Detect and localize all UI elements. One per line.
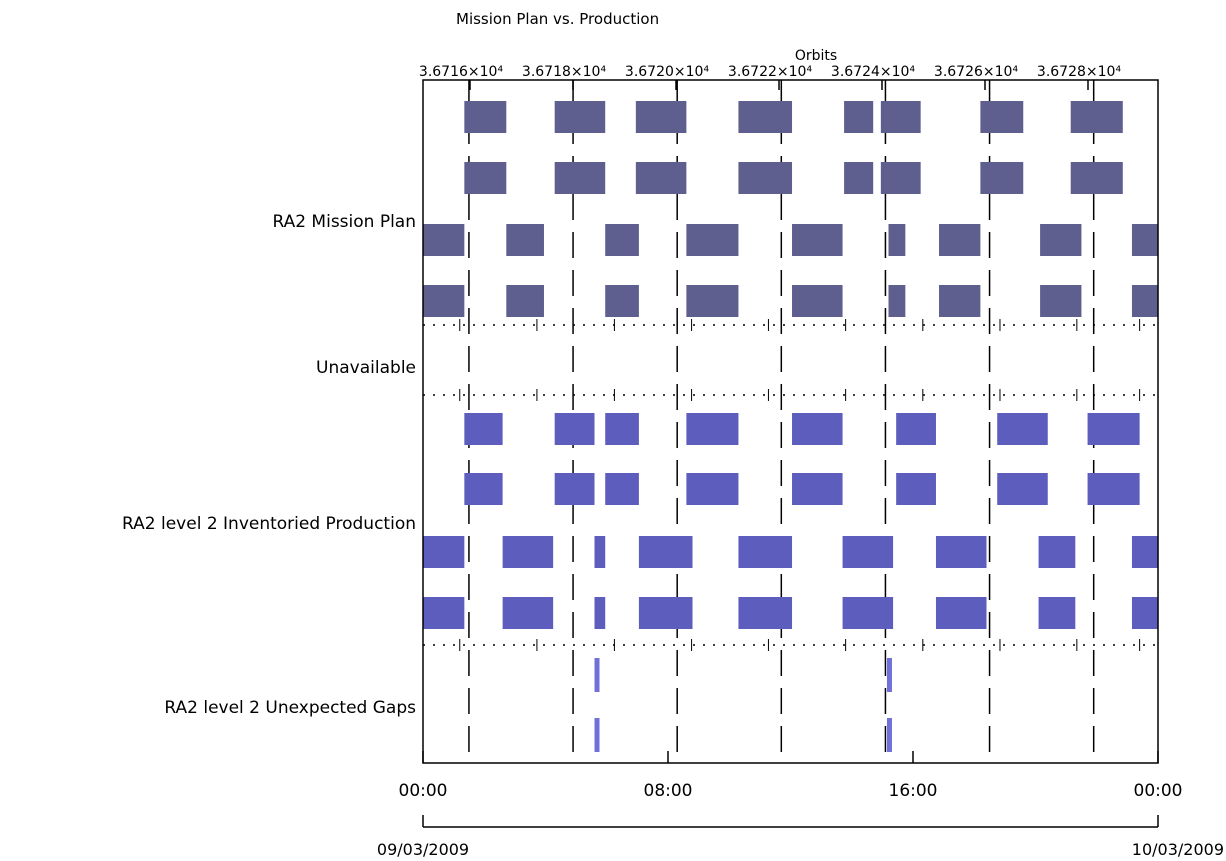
- timeline-bar: [1131, 536, 1158, 568]
- timeline-bar: [792, 413, 843, 445]
- end-date-label: 10/03/2009: [1132, 840, 1224, 859]
- timeline-bar: [594, 536, 606, 568]
- top-axis-tick-label: 3.6726×10⁴: [934, 64, 1019, 80]
- timeline-bar: [997, 473, 1048, 505]
- date-axis: 09/03/2009 10/03/2009: [377, 815, 1224, 859]
- timeline-bar: [464, 162, 507, 194]
- top-axis-tick-label: 3.6716×10⁴: [419, 64, 504, 80]
- timeline-bar: [888, 224, 906, 256]
- timeline-bar: [886, 718, 892, 752]
- category-label: RA2 level 2 Unexpected Gaps: [164, 698, 416, 718]
- timeline-bar: [939, 224, 981, 256]
- timeline-bar: [939, 285, 981, 317]
- category-label: RA2 Mission Plan: [272, 212, 416, 232]
- timeline-bar: [502, 536, 554, 568]
- timeline-bar: [635, 101, 687, 133]
- top-axis-tick-label: 3.6724×10⁴: [831, 64, 916, 80]
- timeline-bar: [896, 413, 936, 445]
- timeline-bar: [464, 413, 503, 445]
- timeline-bar: [506, 224, 544, 256]
- timeline-bar: [1040, 285, 1082, 317]
- timeline-bar: [738, 597, 793, 629]
- top-axis-tick-label: 3.6720×10⁴: [625, 64, 710, 80]
- top-axis-tick-label: 3.6718×10⁴: [522, 64, 607, 80]
- timeline-bar: [1087, 473, 1140, 505]
- timeline-bar: [554, 101, 606, 133]
- timeline-bar: [554, 413, 595, 445]
- timeline-bar: [880, 162, 921, 194]
- minor-tick-marks: [459, 319, 1141, 651]
- timeline-bar: [935, 597, 987, 629]
- start-date-label: 09/03/2009: [377, 840, 469, 859]
- timeline-bar: [1070, 162, 1123, 194]
- timeline-bar: [880, 101, 921, 133]
- x-axis-tick-label: 00:00: [399, 781, 448, 801]
- timeline-bar: [792, 473, 843, 505]
- top-axis-ticks: 3.6716×10⁴ 3.6718×10⁴ 3.6720×10⁴ 3.6722×10⁴…: [419, 64, 1122, 90]
- timeline-bar: [554, 473, 595, 505]
- category-label: RA2 level 2 Inventoried Production: [122, 514, 416, 534]
- timeline-bar: [1038, 597, 1076, 629]
- chart-title: Mission Plan vs. Production: [456, 10, 659, 28]
- timeline-bar: [605, 224, 639, 256]
- timeline-bar: [935, 536, 987, 568]
- x-axis-ticks: 00:00 08:00 16:00 00:00: [399, 751, 1183, 801]
- x-axis-tick-label: 08:00: [644, 781, 693, 801]
- timeline-bar: [1038, 536, 1076, 568]
- timeline-bar: [635, 162, 687, 194]
- timeline-bar: [1070, 101, 1123, 133]
- timeline-bar: [844, 162, 874, 194]
- timeline-bar: [464, 473, 503, 505]
- timeline-bars: [423, 101, 1158, 752]
- timeline-bar: [738, 101, 793, 133]
- timeline-bar: [605, 413, 639, 445]
- timeline-bar: [686, 224, 739, 256]
- timeline-bar: [896, 473, 936, 505]
- timeline-bar: [1131, 285, 1158, 317]
- timeline-bar: [738, 536, 793, 568]
- timeline-bar: [997, 413, 1048, 445]
- timeline-bar: [686, 285, 739, 317]
- timeline-bar: [594, 658, 600, 692]
- plot-frame: [422, 79, 1159, 764]
- category-label: Unavailable: [316, 358, 416, 378]
- timeline-bar: [980, 162, 1024, 194]
- timeline-bar: [423, 285, 465, 317]
- top-axis-label: Orbits: [795, 48, 837, 64]
- timeline-bar: [464, 101, 507, 133]
- timeline-bar: [980, 101, 1024, 133]
- timeline-bar: [792, 224, 843, 256]
- timeline-bar: [638, 536, 693, 568]
- timeline-bar: [594, 718, 600, 752]
- top-axis-tick-label: 3.6728×10⁴: [1037, 64, 1122, 80]
- timeline-bar: [423, 224, 465, 256]
- timeline-bar: [886, 658, 892, 692]
- timeline-bar: [554, 162, 606, 194]
- timeline-bar: [686, 413, 739, 445]
- timeline-bar: [502, 597, 554, 629]
- timeline-bar: [842, 536, 894, 568]
- timeline-bar: [842, 597, 894, 629]
- x-axis-tick-label: 16:00: [889, 781, 938, 801]
- timeline-bar: [888, 285, 906, 317]
- timeline-bar: [506, 285, 544, 317]
- x-axis-tick-label: 00:00: [1134, 781, 1183, 801]
- timeline-bar: [605, 473, 639, 505]
- timeline-bar: [605, 285, 639, 317]
- timeline-bar: [594, 597, 606, 629]
- timeline-bar: [686, 473, 739, 505]
- category-labels: RA2 Mission Plan Unavailable RA2 level 2 I…: [122, 212, 416, 718]
- top-axis-tick-label: 3.6722×10⁴: [728, 64, 813, 80]
- timeline-bar: [638, 597, 693, 629]
- timeline-bar: [738, 162, 793, 194]
- timeline-bar: [1040, 224, 1082, 256]
- timeline-bar: [423, 597, 465, 629]
- timeline-bar: [1131, 597, 1158, 629]
- timeline-bar: [792, 285, 843, 317]
- timeline-bar: [1087, 413, 1140, 445]
- timeline-bar: [423, 536, 465, 568]
- timeline-bar: [1131, 224, 1158, 256]
- timeline-bar: [844, 101, 874, 133]
